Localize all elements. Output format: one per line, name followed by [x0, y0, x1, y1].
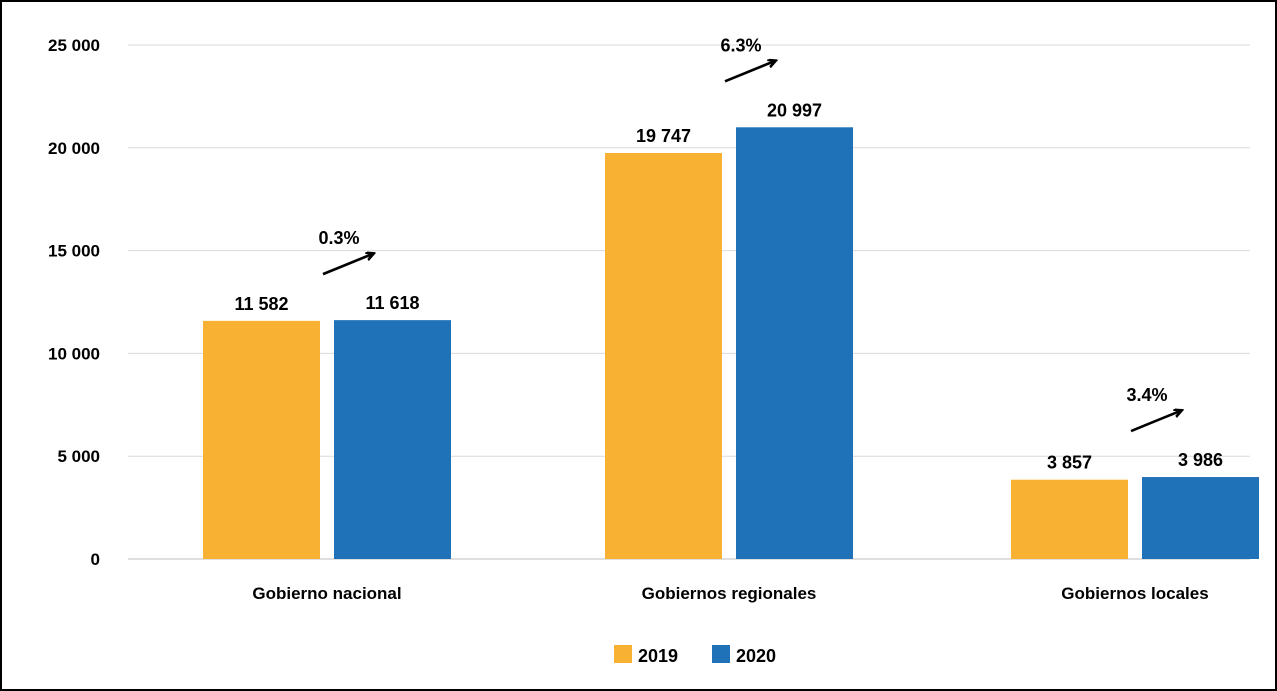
bar-2020-gobiernos-regionales — [736, 127, 853, 559]
y-tick-label: 25 000 — [48, 36, 100, 55]
data-label-2020-gobiernos-locales: 3 986 — [1178, 450, 1223, 470]
x-category-label: Gobiernos regionales — [642, 584, 817, 603]
data-label-2019-gobierno-nacional: 11 582 — [234, 294, 288, 314]
legend-swatch-2020 — [712, 645, 730, 663]
growth-arrow-icon — [724, 61, 774, 83]
growth-arrow-icon — [1130, 411, 1180, 433]
growth-percent-label: 3.4% — [1126, 385, 1167, 405]
x-category-label: Gobierno nacional — [252, 584, 401, 603]
growth-percent-label: 0.3% — [318, 228, 359, 248]
bar-2020-gobierno-nacional — [334, 320, 451, 559]
legend-swatch-2019 — [614, 645, 632, 663]
x-category-label: Gobiernos locales — [1061, 584, 1208, 603]
data-label-2020-gobierno-nacional: 11 618 — [365, 293, 419, 313]
data-label-2020-gobiernos-regionales: 20 997 — [767, 100, 822, 120]
y-tick-label: 20 000 — [48, 139, 100, 158]
growth-percent-label: 6.3% — [720, 35, 761, 55]
data-label-2019-gobiernos-regionales: 19 747 — [636, 126, 691, 146]
y-tick-label: 10 000 — [48, 344, 100, 363]
data-label-2019-gobiernos-locales: 3 857 — [1047, 453, 1092, 473]
bar-2020-gobiernos-locales — [1142, 477, 1259, 559]
bar-2019-gobiernos-regionales — [605, 153, 722, 559]
bar-2019-gobierno-nacional — [203, 320, 320, 559]
bar-2019-gobiernos-locales — [1011, 479, 1128, 559]
y-tick-label: 0 — [91, 550, 100, 569]
y-tick-label: 5 000 — [57, 447, 100, 466]
growth-arrow-icon — [322, 254, 372, 276]
y-tick-label: 15 000 — [48, 242, 100, 261]
legend-label-2020: 2020 — [736, 646, 776, 666]
legend-label-2019: 2019 — [638, 646, 678, 666]
